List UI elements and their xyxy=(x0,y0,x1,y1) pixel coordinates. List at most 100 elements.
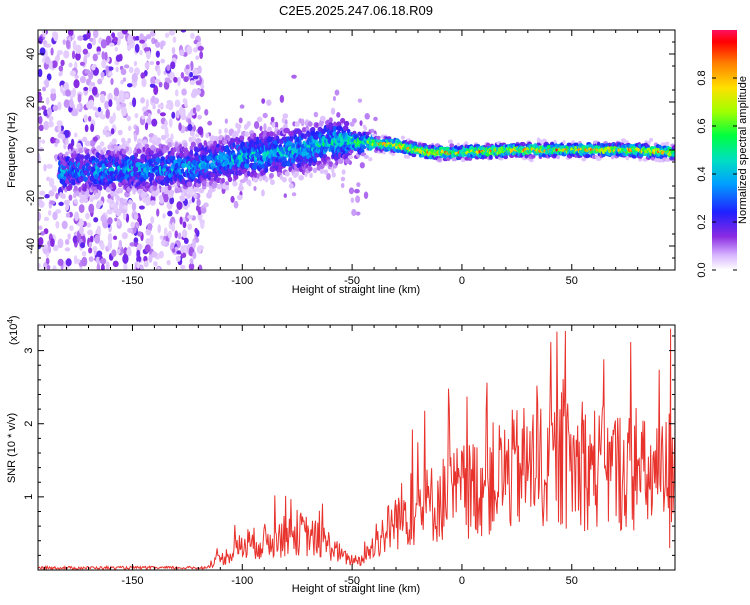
noise-cell xyxy=(199,51,204,60)
noise-cell xyxy=(88,247,93,254)
noise-cell xyxy=(179,49,185,57)
noise-cell xyxy=(138,218,143,226)
ridge-cell xyxy=(240,141,246,148)
noise-cell xyxy=(43,163,47,172)
ridge-cell xyxy=(79,154,85,160)
ridge-cell xyxy=(319,168,325,174)
noise-cell xyxy=(41,139,45,144)
ridge-cell xyxy=(133,166,139,172)
ridge-cell xyxy=(172,146,177,153)
noise-cell xyxy=(189,71,194,78)
noise-cell xyxy=(197,126,204,136)
noise-cell xyxy=(59,84,64,94)
noise-cell xyxy=(128,66,134,74)
noise-cell xyxy=(132,97,137,108)
ridge-cell xyxy=(541,138,547,143)
noise-cell xyxy=(110,128,115,135)
ridge-cell xyxy=(189,130,195,137)
noise-cell xyxy=(187,123,193,132)
ridge-cell xyxy=(218,128,222,135)
noise-cell xyxy=(165,103,171,110)
ridge-cell xyxy=(193,193,198,199)
noise-cell xyxy=(38,153,41,163)
noise-cell xyxy=(101,59,107,69)
ridge-cell xyxy=(665,157,671,162)
noise-cell xyxy=(363,191,369,199)
noise-cell xyxy=(88,85,93,92)
noise-cell xyxy=(152,104,156,110)
ridge-cell xyxy=(529,158,534,163)
noise-cell xyxy=(85,212,90,220)
noise-cell xyxy=(274,121,279,129)
noise-cell xyxy=(92,136,98,142)
ridge-cell xyxy=(178,151,185,158)
noise-cell xyxy=(67,233,71,240)
noise-cell xyxy=(171,222,175,231)
ridge-cell xyxy=(230,137,236,144)
noise-cell xyxy=(180,113,187,121)
ridge-cell xyxy=(601,152,606,157)
ridge-cell xyxy=(213,140,218,147)
noise-cell xyxy=(152,134,158,141)
noise-cell xyxy=(87,115,92,122)
y-tick-label: -40 xyxy=(25,238,37,254)
noise-cell xyxy=(192,240,196,249)
noise-cell xyxy=(43,262,47,270)
noise-cell xyxy=(191,136,197,143)
noise-cell xyxy=(38,68,43,78)
noise-cell xyxy=(44,194,50,199)
ridge-cell xyxy=(125,146,129,152)
ridge-cell xyxy=(319,163,325,169)
noise-cell xyxy=(46,97,50,106)
colorbar-tick-label: 0.2 xyxy=(696,214,708,229)
noise-cell xyxy=(69,98,74,108)
noise-cell xyxy=(100,242,105,251)
noise-cell xyxy=(121,30,128,35)
noise-cell xyxy=(167,230,172,239)
colorbar-tick-label: 0.0 xyxy=(696,262,708,277)
noise-cell xyxy=(92,106,98,111)
noise-cell xyxy=(52,265,57,270)
noise-cell xyxy=(116,104,122,111)
ridge-cell xyxy=(331,171,336,178)
noise-cell xyxy=(120,102,127,108)
ridge-cell xyxy=(363,126,368,131)
noise-cell xyxy=(107,71,113,77)
ridge-cell xyxy=(405,154,410,159)
noise-cell xyxy=(119,197,124,204)
noise-cell xyxy=(50,88,56,94)
noise-cell xyxy=(143,47,150,52)
noise-cell xyxy=(58,65,64,72)
noise-cell xyxy=(89,235,94,243)
noise-cell xyxy=(105,108,110,119)
ridge-cell xyxy=(552,153,558,158)
noise-cell xyxy=(291,74,297,79)
noise-cell xyxy=(76,103,81,110)
snr-y-axis-label: SNR (10 * v/v) xyxy=(6,413,18,483)
noise-cell xyxy=(63,99,70,108)
ridge-cell xyxy=(349,149,354,154)
colorbar-tick-label: 0.6 xyxy=(696,118,708,133)
noise-cell xyxy=(43,120,50,131)
noise-cell xyxy=(181,88,187,96)
noise-cell xyxy=(187,214,193,219)
noise-cell xyxy=(62,39,67,45)
noise-cell xyxy=(284,119,288,126)
noise-cell xyxy=(157,224,162,234)
y-tick-label: 40 xyxy=(25,48,37,60)
noise-cell xyxy=(176,201,183,210)
ridge-cell xyxy=(239,135,245,141)
noise-cell xyxy=(46,176,51,182)
noise-cell xyxy=(122,77,127,82)
ridge-cell xyxy=(134,152,139,158)
noise-cell xyxy=(114,46,118,52)
noise-cell xyxy=(81,250,87,257)
ridge-cell xyxy=(335,160,339,166)
noise-cell xyxy=(48,120,54,128)
noise-cell xyxy=(114,217,118,222)
ridge-cell xyxy=(174,187,179,194)
noise-cell xyxy=(40,231,45,236)
noise-cell xyxy=(298,118,303,124)
noise-cell xyxy=(224,118,228,124)
noise-cell xyxy=(336,112,341,118)
